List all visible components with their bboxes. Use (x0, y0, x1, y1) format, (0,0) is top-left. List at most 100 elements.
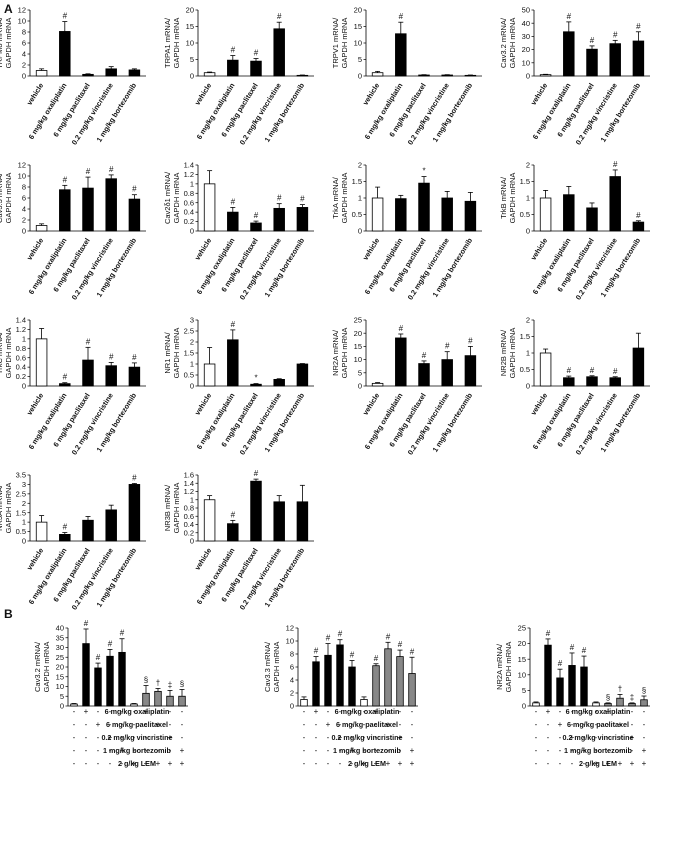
treatment-row-label: 0.2 mg/kg vincristine (331, 733, 402, 742)
treatment-sign: - (583, 733, 586, 742)
x-category-label: vehicle (529, 391, 550, 416)
treatment-row-label: 6 mg/kg paclitaxel (567, 720, 629, 729)
bar (128, 198, 141, 232)
treatment-sign: - (595, 707, 598, 716)
treatment-sign: + (606, 707, 611, 716)
y-tick-label: 0.6 (16, 353, 26, 362)
treatment-sign: - (85, 746, 88, 755)
x-category-label: 0.2 mg/kg vincristine (70, 391, 115, 456)
treatment-sign: + (96, 720, 101, 729)
bar (441, 74, 453, 77)
significance-mark: # (84, 619, 89, 628)
y-tick-label: 1 (190, 495, 194, 504)
y-tick-label: 5 (358, 368, 362, 377)
bar (105, 68, 117, 77)
y-axis-label: TrkB mRNA/GAPDH mRNA (499, 173, 517, 224)
y-axis-label: NR1 mRNA/GAPDH mRNA (163, 328, 181, 379)
treatment-sign: - (595, 733, 598, 742)
significance-mark: # (445, 342, 450, 351)
y-tick-label: 0 (526, 72, 530, 81)
y-axis-label-line: GAPDH mRNA (4, 328, 13, 379)
treatment-sign: - (315, 720, 318, 729)
treatment-sign: - (619, 746, 622, 755)
treatment-sign: - (643, 733, 646, 742)
significance-mark: # (567, 12, 572, 21)
x-category-label: 0.2 mg/kg vincristine (238, 391, 283, 456)
significance-mark: # (231, 197, 236, 206)
significance-mark: # (231, 510, 236, 519)
treatment-sign: - (109, 707, 112, 716)
y-tick-label: 1 (358, 194, 362, 203)
y-tick-label: 1 (190, 360, 194, 369)
bar (371, 72, 384, 77)
significance-mark: ‡ (630, 693, 634, 702)
significance-mark: # (399, 324, 404, 333)
treatment-sign: - (133, 746, 136, 755)
y-tick-label: 15 (186, 22, 194, 31)
treatment-row-label: 1 mg/kg bortezomib (564, 746, 632, 755)
y-tick-label: 0 (358, 382, 362, 391)
y-tick-label: 1 (190, 179, 194, 188)
y-axis-label-line: GAPDH mRNA (340, 18, 349, 69)
treatment-sign: - (535, 720, 538, 729)
y-axis-label-line: GAPDH mRNA (504, 642, 513, 693)
x-category-label: 0.2 mg/kg vincristine (574, 391, 619, 456)
treatment-sign: + (594, 759, 599, 768)
bar (632, 347, 645, 387)
y-tick-label: 1.2 (184, 487, 194, 496)
bar (408, 673, 416, 707)
treatment-sign: - (73, 746, 76, 755)
chart: Cav3.3 mRNA/GAPDH mRNA024681012vehicle#6… (0, 161, 146, 301)
treatment-sign: - (121, 720, 124, 729)
bar (203, 183, 216, 232)
treatment-sign: - (643, 707, 646, 716)
bar (128, 366, 141, 387)
x-category-label: vehicle (193, 546, 214, 571)
bar (609, 377, 621, 387)
bar (154, 690, 162, 707)
y-tick-label: 1.4 (184, 479, 194, 488)
treatment-sign: - (315, 746, 318, 755)
significance-mark: # (613, 30, 618, 39)
treatment-sign: - (375, 746, 378, 755)
y-tick-label: 0.4 (184, 208, 194, 217)
y-tick-label: 0 (22, 382, 26, 391)
x-category-label: 0.2 mg/kg vincristine (574, 81, 619, 146)
y-axis-label-line: NR2A mRNA/ (495, 643, 504, 690)
y-axis-label: TrkC mRNA/GAPDH mRNA (0, 328, 13, 379)
bar (544, 644, 552, 707)
treatment-sign: - (375, 720, 378, 729)
treatment-sign: - (631, 746, 634, 755)
treatment-sign: - (303, 746, 306, 755)
treatment-row-label: 6 mg/kg oxaliplatin (335, 707, 400, 716)
bar (580, 666, 588, 707)
y-axis-label-line: Cav2δ1 mRNA/ (163, 171, 172, 224)
treatment-sign: - (303, 759, 306, 768)
y-tick-label: 25 (354, 316, 362, 325)
treatment-sign: - (411, 707, 414, 716)
bar (250, 383, 262, 387)
significance-mark: # (422, 351, 427, 360)
chart: TrkC mRNA/GAPDH mRNA 00.20.40.60.811.21.4… (0, 316, 146, 456)
treatment-sign: - (339, 707, 342, 716)
bar (105, 178, 117, 232)
treatment-sign: - (73, 720, 76, 729)
treatment-sign: - (145, 720, 148, 729)
y-tick-label: 30 (522, 32, 530, 41)
significance-mark: § (180, 679, 184, 688)
y-tick-label: 10 (518, 670, 526, 679)
bar (632, 221, 645, 232)
y-tick-label: 8 (22, 28, 26, 37)
y-axis-label: Cav3.3 mRNA/GAPDH mRNA (0, 172, 13, 223)
treatment-sign: + (606, 759, 611, 768)
bar (105, 365, 117, 387)
treatment-sign: - (339, 720, 342, 729)
treatment-sign: - (559, 707, 562, 716)
significance-mark: # (570, 643, 575, 652)
y-tick-label: 5 (190, 55, 194, 64)
treatment-sign: - (121, 759, 124, 768)
x-category-label: vehicle (25, 391, 46, 416)
treatment-sign: - (121, 733, 124, 742)
bar (227, 339, 239, 387)
